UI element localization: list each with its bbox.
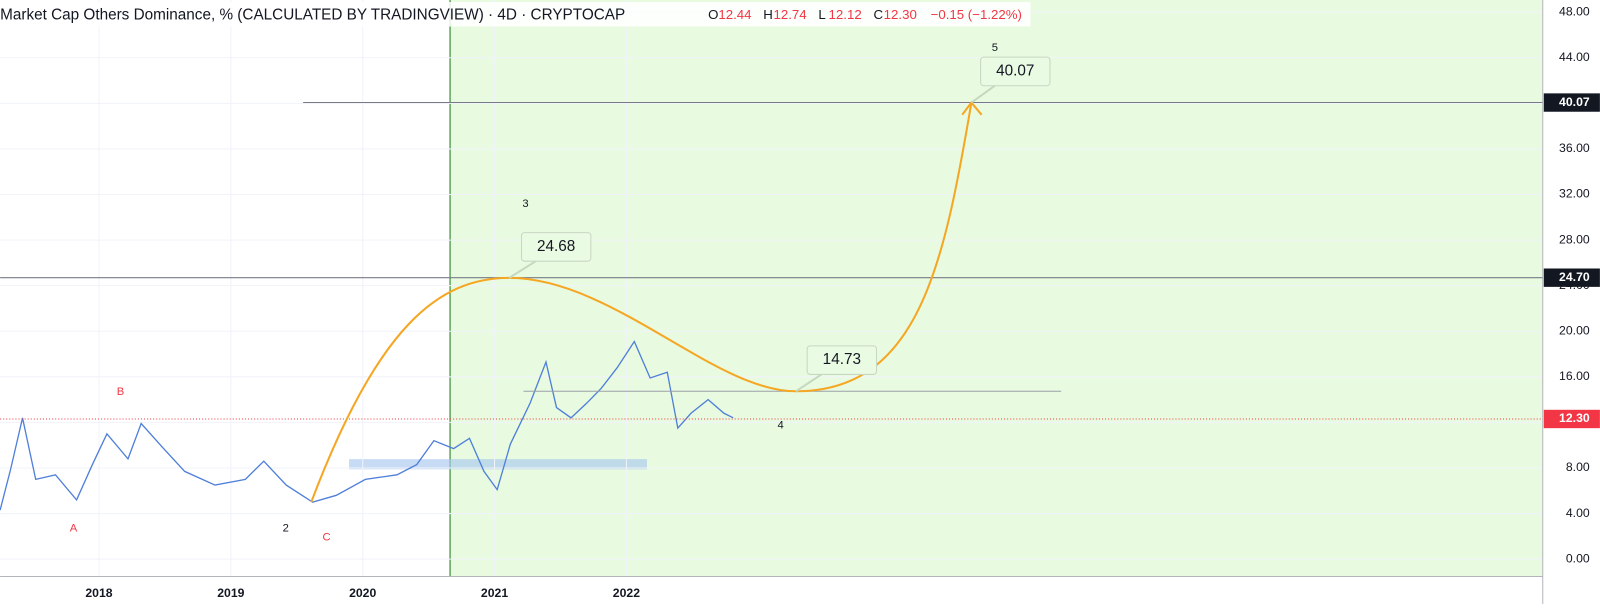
y-tick-label: 4.00 <box>1566 506 1590 520</box>
y-tick-label: 44.00 <box>1559 50 1590 64</box>
target-label: 24.68 <box>537 238 575 255</box>
wave-label: B <box>117 386 124 398</box>
x-tick-label: 2021 <box>481 586 508 600</box>
ohlc-key: L <box>818 7 825 22</box>
wave-label: 5 <box>992 42 998 54</box>
callout-box <box>520 232 592 262</box>
callout-pointer <box>508 260 537 279</box>
ohlc-value: 12.30 <box>884 7 917 22</box>
header-bg <box>0 2 1031 27</box>
chart-title: Market Cap Others Dominance, % (CALCULAT… <box>0 6 625 23</box>
callout-pointer <box>795 373 822 393</box>
y-tick-label: 32.00 <box>1559 187 1590 201</box>
callout-pointer <box>970 84 996 104</box>
price-tag-bg <box>1543 93 1600 112</box>
y-tick-label: 8.00 <box>1566 460 1590 474</box>
y-tick-label: 0.00 <box>1566 551 1590 565</box>
ohlc-value: 12.74 <box>773 7 806 22</box>
wave-label: C <box>323 532 331 544</box>
wave-label: 3 <box>522 198 528 210</box>
price-tag: 40.07 <box>1559 95 1590 109</box>
y-tick-label: 48.00 <box>1559 4 1590 18</box>
ohlc-key: H <box>763 7 773 22</box>
projection-curve <box>310 102 973 503</box>
callout-box <box>806 345 878 375</box>
price-tag: 24.70 <box>1559 270 1590 284</box>
price-tag-bg <box>1543 409 1600 429</box>
x-tick-label: 2018 <box>85 586 112 600</box>
y-tick-label: 36.00 <box>1559 141 1590 155</box>
x-tick-label: 2022 <box>613 586 640 600</box>
target-label: 14.73 <box>823 351 861 368</box>
callout-box <box>980 56 1051 87</box>
ohlc-change: −0.15 (−1.22%) <box>931 7 1022 22</box>
arrow-head <box>961 100 983 116</box>
wave-label: 2 <box>283 522 289 534</box>
ohlc-key: O <box>708 7 718 22</box>
wave-label: 4 <box>777 419 783 431</box>
support-zone <box>349 459 647 470</box>
ohlc-key: C <box>873 7 883 22</box>
price-line <box>0 340 734 511</box>
price-tag-bg <box>1543 268 1600 287</box>
y-tick-label: 20.00 <box>1559 323 1590 337</box>
y-tick-label: 16.00 <box>1559 369 1590 383</box>
wave-label: A <box>70 522 78 534</box>
ohlc-value: 12.44 <box>718 7 751 22</box>
highlight-zone <box>450 0 1543 577</box>
ohlc-value: 12.12 <box>829 7 862 22</box>
x-tick-label: 2020 <box>349 586 376 600</box>
x-tick-label: 2019 <box>217 586 244 600</box>
y-tick-label: 28.00 <box>1559 232 1590 246</box>
price-tag: 12.30 <box>1559 411 1590 425</box>
target-label: 40.07 <box>996 62 1034 79</box>
